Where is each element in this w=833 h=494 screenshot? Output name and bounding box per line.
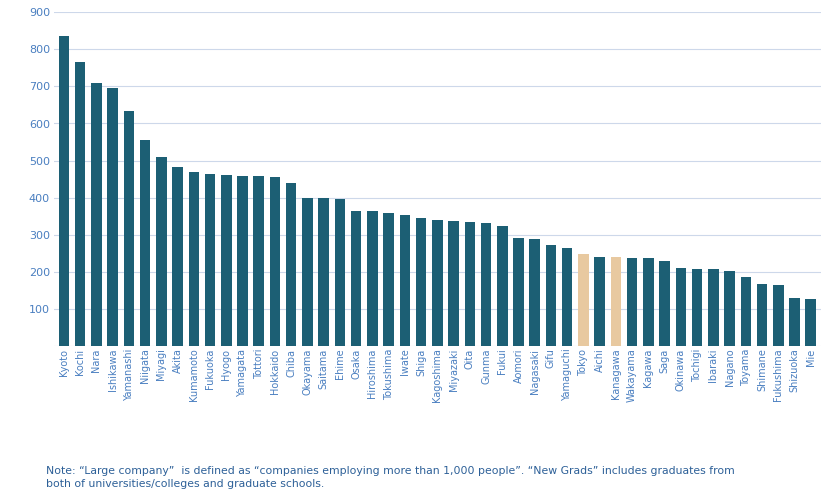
Bar <box>270 177 280 346</box>
Bar <box>416 218 426 346</box>
Bar <box>497 227 507 346</box>
Bar <box>756 284 767 346</box>
Bar <box>708 269 719 346</box>
Bar <box>302 198 312 346</box>
Bar <box>140 140 150 346</box>
Bar <box>481 223 491 346</box>
Bar <box>172 167 182 346</box>
Bar <box>107 88 118 346</box>
Bar <box>611 257 621 346</box>
Bar <box>660 261 670 346</box>
Bar <box>789 297 800 346</box>
Bar <box>465 222 475 346</box>
Bar <box>123 111 134 346</box>
Bar <box>253 176 264 346</box>
Bar <box>530 239 540 346</box>
Text: Note: “Large company”  is defined as “companies employing more than 1,000 people: Note: “Large company” is defined as “com… <box>46 466 735 489</box>
Bar <box>58 37 69 346</box>
Bar <box>432 220 442 346</box>
Bar <box>205 173 215 346</box>
Bar <box>562 248 572 346</box>
Bar <box>188 172 199 346</box>
Bar <box>513 239 524 346</box>
Bar <box>725 271 735 346</box>
Bar <box>741 277 751 346</box>
Bar <box>595 257 605 346</box>
Bar <box>91 83 102 346</box>
Bar <box>318 199 329 346</box>
Bar <box>546 245 556 346</box>
Bar <box>75 62 86 346</box>
Bar <box>221 175 232 346</box>
Bar <box>400 215 410 346</box>
Bar <box>237 176 247 346</box>
Bar <box>773 285 784 346</box>
Bar <box>286 183 297 346</box>
Bar <box>383 213 394 346</box>
Bar <box>643 258 654 346</box>
Bar <box>627 258 637 346</box>
Bar <box>351 210 362 346</box>
Bar <box>367 211 377 346</box>
Bar <box>156 157 167 346</box>
Bar <box>676 268 686 346</box>
Bar <box>806 299 816 346</box>
Bar <box>448 221 459 346</box>
Bar <box>578 254 589 346</box>
Bar <box>335 200 345 346</box>
Bar <box>692 269 702 346</box>
